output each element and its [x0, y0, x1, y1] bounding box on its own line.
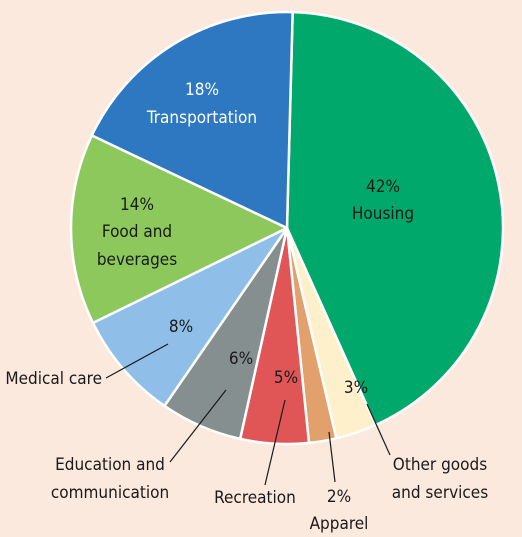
leader-line-other-goods-and-services [366, 403, 391, 456]
category-label-recreation: Recreation [214, 488, 296, 508]
category-label-apparel: Apparel [310, 514, 369, 534]
pie-slice-food-and-beverages [69, 134, 289, 325]
pct-label-apparel: 2% [327, 487, 351, 507]
pct-label-food-and-beverages: 14% [120, 195, 154, 215]
category-label-other-goods-and-services-line-2: and services [392, 483, 488, 503]
pie-slice-housing [285, 10, 505, 427]
leader-lines [105, 343, 391, 486]
pct-label-transportation: 18% [185, 80, 219, 100]
pct-label-education-and-communication: 6% [229, 349, 253, 369]
category-label-education-and-communication-line-2: communication [51, 483, 169, 503]
pct-label-other-goods-and-services: 3% [344, 378, 368, 398]
pct-label-housing: 42% [366, 177, 400, 197]
pie-slice-transportation [90, 10, 294, 230]
leader-line-medical-care [105, 343, 169, 379]
pct-label-recreation: 5% [274, 368, 298, 388]
pct-label-medical-care: 8% [169, 317, 193, 337]
category-label-food-and-beverages-line-2: beverages [97, 250, 177, 270]
leader-line-apparel [328, 431, 336, 483]
category-label-education-and-communication-line-1: Education and [55, 455, 165, 475]
leader-line-recreation [264, 399, 286, 486]
category-label-other-goods-and-services-line-1: Other goods [393, 455, 487, 475]
category-label-medical-care: Medical care [5, 369, 102, 389]
category-label-transportation: Transportation [146, 108, 257, 128]
category-label-housing: Housing [352, 204, 414, 224]
category-label-food-and-beverages-line-1: Food and [102, 222, 172, 242]
slice-labels: 42% Housing 3% Other goods and services 2% App… [5, 80, 488, 534]
leader-line-education-and-communication [169, 389, 227, 463]
